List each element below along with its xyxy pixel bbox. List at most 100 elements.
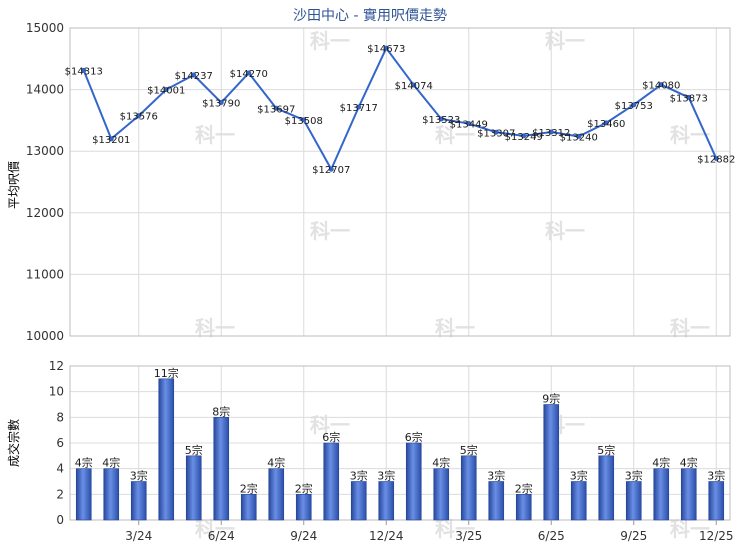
count-y-tick-label: 6 <box>56 436 64 450</box>
price-data-label: $13717 <box>340 103 378 114</box>
count-data-label: 2宗 <box>515 481 533 495</box>
count-data-label: 4宗 <box>652 456 670 470</box>
count-bar <box>240 494 257 521</box>
price-data-label: $13873 <box>670 93 708 104</box>
count-plot-frame <box>69 365 731 521</box>
count-bar <box>323 442 340 521</box>
count-data-label: 9宗 <box>542 392 560 406</box>
count-x-tick-label: 9/25 <box>620 529 647 543</box>
count-bar <box>460 455 477 521</box>
count-bar <box>653 468 670 521</box>
price-point <box>493 129 499 135</box>
count-bar <box>625 481 642 521</box>
price-point <box>603 120 609 126</box>
watermark-text: 科一 <box>670 123 710 147</box>
count-x-tick-label: 9/24 <box>290 529 317 543</box>
count-data-label: 2宗 <box>240 481 258 495</box>
price-point <box>191 72 197 78</box>
count-y-axis-label: 成交宗數 <box>6 419 21 467</box>
price-data-label: $13249 <box>505 132 543 143</box>
count-bar <box>185 455 202 521</box>
price-data-label: $12707 <box>312 165 350 176</box>
count-bar <box>680 468 697 521</box>
price-point <box>108 136 114 142</box>
count-data-label: 5宗 <box>460 443 478 457</box>
count-data-label: 5宗 <box>185 443 203 457</box>
count-bar <box>268 468 285 521</box>
watermark-text: 科一 <box>195 123 235 147</box>
count-plot-border <box>69 365 731 521</box>
count-data-label: 4宗 <box>680 456 698 470</box>
count-data-label: 3宗 <box>350 469 368 483</box>
count-data-label: 3宗 <box>570 469 588 483</box>
price-point <box>576 133 582 139</box>
price-point <box>383 45 389 51</box>
price-data-label: $13697 <box>257 104 295 115</box>
count-bar <box>350 481 367 521</box>
price-point <box>273 105 279 111</box>
count-data-label: 5宗 <box>597 443 615 457</box>
count-y-tick-label: 4 <box>56 462 64 476</box>
count-data-label: 3宗 <box>707 469 725 483</box>
price-line <box>82 46 718 172</box>
count-y-ticks: 0 2 4 6 8 10 12 <box>49 359 64 527</box>
count-bar <box>570 481 587 521</box>
count-data-label: 3宗 <box>130 469 148 483</box>
count-data-label: 3宗 <box>487 469 505 483</box>
count-bars <box>75 378 725 521</box>
count-bar <box>708 481 725 521</box>
count-bar <box>488 481 505 521</box>
price-data-label: $14270 <box>230 69 268 80</box>
price-point <box>411 82 417 88</box>
count-data-label: 4宗 <box>267 456 285 470</box>
price-y-tick-label: 11000 <box>26 267 64 281</box>
count-bar <box>598 455 615 521</box>
price-point <box>81 67 87 73</box>
price-y-tick-label: 15000 <box>26 21 64 35</box>
count-bar <box>378 481 395 521</box>
price-data-label: $14673 <box>367 44 405 55</box>
price-data-label: $14237 <box>175 71 213 82</box>
price-data-label: $13240 <box>560 132 598 143</box>
price-y-tick-label: 14000 <box>26 83 64 97</box>
price-data-label: $13312 <box>532 128 570 139</box>
count-data-label: 11宗 <box>154 366 179 380</box>
price-point <box>658 82 664 88</box>
price-point <box>136 113 142 119</box>
price-data-label: $13201 <box>92 135 130 146</box>
price-series <box>81 45 719 172</box>
price-data-label: $13449 <box>450 120 488 131</box>
count-x-ticks: 3/24 6/24 9/24 12/24 3/25 6/25 9/25 12/25 <box>125 520 734 543</box>
count-y-tick-label: 10 <box>49 385 64 399</box>
price-point <box>163 87 169 93</box>
price-point <box>631 102 637 108</box>
price-point <box>246 70 252 76</box>
price-data-label: $13307 <box>477 128 515 139</box>
count-bar <box>405 442 422 521</box>
price-plot-frame <box>69 27 731 337</box>
price-data-label: $14001 <box>147 86 185 97</box>
price-grid <box>70 27 730 337</box>
count-x-tick-label: 6/25 <box>538 529 565 543</box>
count-bar <box>543 404 560 521</box>
price-data-label: $14313 <box>65 66 103 77</box>
price-y-axis-label: 平均呎價 <box>7 161 21 209</box>
count-x-tick-label: 3/24 <box>125 529 152 543</box>
watermark-text: 科一 <box>670 517 710 541</box>
count-bar <box>295 494 312 521</box>
price-data-label: $13753 <box>615 101 653 112</box>
price-plot-border <box>69 27 731 337</box>
price-point <box>466 121 472 127</box>
price-point <box>438 116 444 122</box>
watermark-text: 科一 <box>310 29 350 53</box>
price-data-label: $14080 <box>642 81 680 92</box>
price-point <box>356 104 362 110</box>
count-bar <box>103 468 120 521</box>
count-bar <box>75 468 92 521</box>
watermark-text: 科一 <box>310 219 350 243</box>
count-data-labels: 4宗 4宗 3宗 11宗 5宗 8宗 2宗 4宗 2宗 6宗 3宗 3宗 6宗 4宗 5宗 3宗 2宗 9宗 3宗 5… <box>75 366 726 496</box>
price-data-label: $13790 <box>202 99 240 110</box>
price-data-label: $13523 <box>422 115 460 126</box>
price-y-tick-label: 13000 <box>26 144 64 158</box>
